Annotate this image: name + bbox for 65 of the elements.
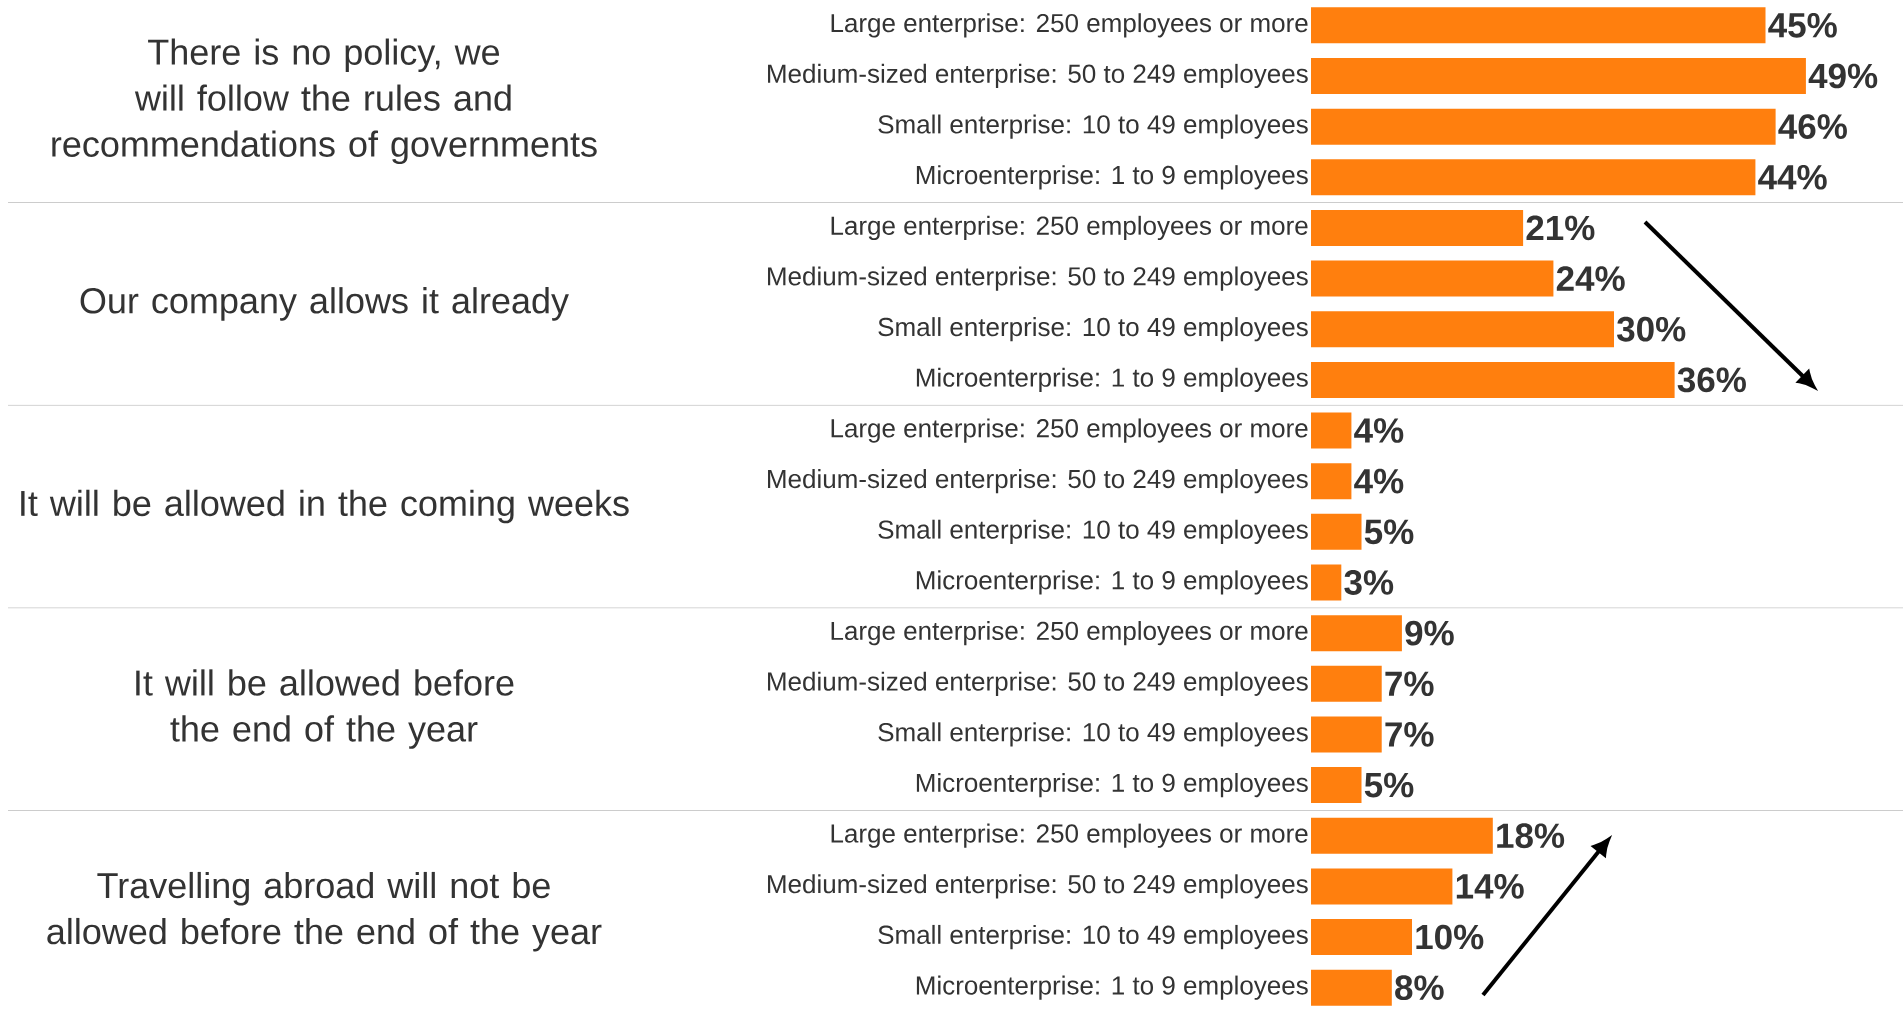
data-label: 21% [1526,215,1595,241]
bar [1311,260,1554,297]
y-tick-label: Medium-sized enterprise: 50 to 249 employees [768,469,1308,494]
text: It will be allowed before the end of the year [136,669,514,749]
bar [1311,412,1352,449]
text: Travelling abroad will not be allowed before the end of the year [47,871,602,952]
text: There is no policy, we will follow the rules and recommendations of governments [52,38,597,165]
data-label: 49% [1808,63,1878,89]
y-tick-label: Small enterprise: 10 to 49 employees [878,114,1308,139]
bar [1311,513,1362,550]
data-label: 24% [1556,266,1625,291]
data-label: 30% [1617,316,1686,342]
y-tick-label: Large enterprise: 250 employees or more [831,418,1308,443]
data-label: 3% [1344,570,1394,595]
y-tick-label: Small enterprise: 10 to 49 employees [878,924,1308,950]
data-label: 14% [1456,874,1524,899]
data-label: 36% [1677,367,1746,393]
y-tick-label: Large enterprise: 250 employees or more [831,215,1308,241]
y-tick-label: Small enterprise: 10 to 49 employees [878,519,1308,544]
data-label: 8% [1395,975,1444,1001]
bar [1311,209,1524,246]
y-tick-label: Microenterprise: 1 to 9 employees [916,367,1308,392]
data-label: 46% [1778,114,1847,140]
y-tick-label: Medium-sized enterprise: 50 to 249 employees [768,671,1308,696]
y-tick-label: Small enterprise: 10 to 49 employees [878,722,1308,747]
text: It will be allowed in the coming weeks [21,489,629,524]
y-tick-label: Medium-sized enterprise: 50 to 249 employees [768,266,1308,291]
y-tick-label: Large enterprise: 250 employees or more [831,621,1308,646]
bar [1311,564,1342,601]
y-tick-label: Microenterprise: 1 to 9 employees [916,570,1308,595]
data-label: 10% [1416,924,1484,950]
y-tick-label: Microenterprise: 1 to 9 employees [916,165,1308,190]
data-label: 9% [1405,620,1454,646]
bar [1311,7,1766,44]
data-label: 7% [1385,671,1434,697]
bar [1311,716,1382,753]
y-tick-label: Microenterprise: 1 to 9 employees [916,772,1308,798]
data-label: 4% [1354,418,1404,443]
bar [1311,767,1362,804]
data-label: 4% [1354,468,1404,494]
y-tick-label: Medium-sized enterprise: 50 to 249 employees [768,63,1308,89]
bar [1311,665,1382,702]
data-label: 44% [1758,164,1827,190]
data-label: 7% [1385,722,1434,747]
bar [1311,57,1806,94]
bar [1311,969,1392,1006]
y-tick-label: Large enterprise: 250 employees or more [831,13,1308,38]
y-tick-label: Large enterprise: 250 employees or more [831,823,1308,848]
bar [1311,361,1675,398]
bar [1311,311,1615,348]
bar [1311,615,1402,652]
bar [1311,919,1413,956]
data-label: 5% [1364,772,1414,798]
text: Our company allows it already [80,287,569,321]
bar [1311,108,1776,145]
y-tick-label: Small enterprise: 10 to 49 employees [878,317,1308,342]
data-label: 5% [1364,519,1414,545]
bar [1311,868,1453,905]
bar [1311,159,1756,196]
data-label: 45% [1768,12,1837,38]
data-label: 18% [1497,823,1565,849]
y-tick-label: Medium-sized enterprise: 50 to 249 employees [768,874,1308,899]
bar [1311,817,1493,854]
bar [1311,463,1352,500]
y-tick-label: Microenterprise: 1 to 9 employees [916,975,1308,1000]
